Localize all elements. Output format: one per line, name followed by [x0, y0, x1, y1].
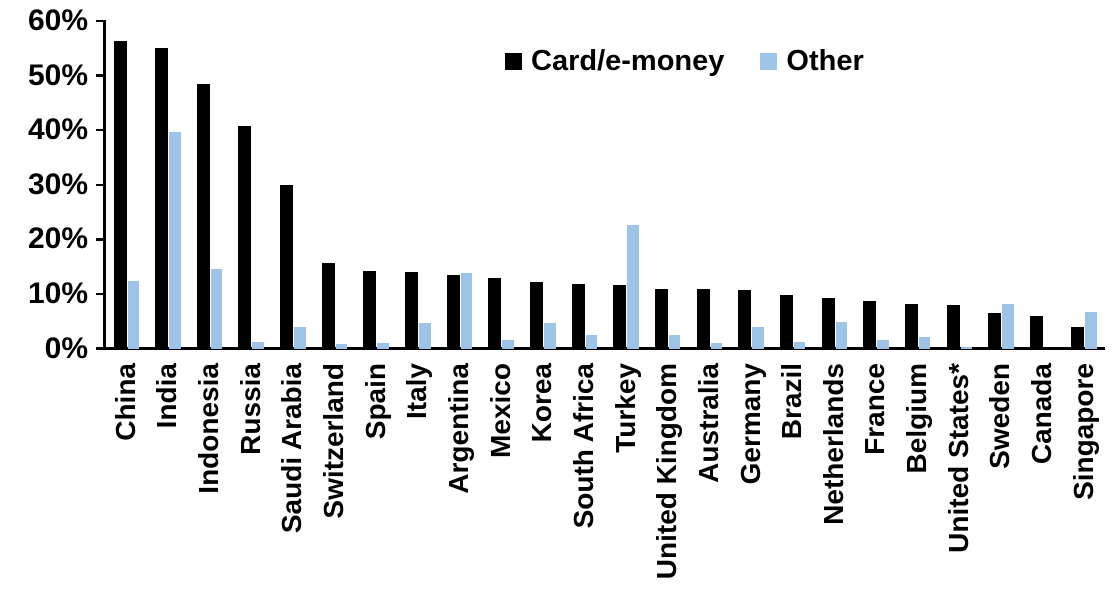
y-axis-tick — [95, 183, 104, 187]
bar-other-australia — [710, 343, 723, 349]
bar-card-e-money-united-kingdom — [654, 288, 668, 349]
y-axis-label: 20% — [27, 222, 88, 256]
bar-other-france — [877, 339, 889, 349]
x-axis-label-united-kingdom: United Kingdom — [651, 363, 683, 580]
bar-other-italy — [419, 323, 431, 349]
y-axis-label: 40% — [27, 113, 88, 147]
x-axis-label-india: India — [151, 363, 183, 429]
x-axis-label-italy: Italy — [401, 363, 433, 420]
y-axis-label: 10% — [27, 277, 88, 310]
y-axis-tick — [95, 238, 104, 241]
bar-other-mexico — [502, 340, 514, 349]
bar-other-saudi-arabia — [294, 326, 306, 349]
bar-card-e-money-singapore — [1071, 327, 1085, 349]
bar-other-russia — [252, 342, 264, 349]
bar-card-e-money-france — [863, 301, 877, 349]
bar-other-china — [127, 280, 139, 349]
y-axis-line — [103, 20, 106, 349]
x-axis-label-germany: Germany — [734, 363, 766, 485]
bar-card-e-money-indonesia — [196, 84, 210, 349]
bar-card-e-money-italy — [405, 272, 419, 349]
bar-other-switzerland — [335, 343, 348, 349]
bar-card-e-money-switzerland — [321, 262, 335, 349]
x-axis-line — [103, 346, 1106, 351]
legend: Card/e-money Other — [505, 44, 864, 78]
y-axis-tick — [95, 292, 104, 296]
bar-card-e-money-korea — [530, 281, 543, 349]
legend-label-other: Other — [786, 44, 864, 77]
bar-other-india — [169, 131, 181, 349]
bar-other-brazil — [793, 342, 806, 349]
bar-card-e-money-netherlands — [821, 297, 835, 349]
x-axis-label-australia: Australia — [692, 363, 724, 483]
bar-other-united-kingdom — [668, 335, 681, 349]
x-axis-label-china: China — [109, 363, 141, 441]
x-axis-label-argentina: Argentina — [442, 363, 474, 494]
y-axis-label: 0% — [44, 331, 88, 365]
x-axis-label-brazil: Brazil — [776, 363, 808, 440]
bar-card-e-money-sweden — [988, 312, 1002, 349]
bar-card-e-money-south-africa — [571, 284, 585, 349]
x-axis-label-indonesia: Indonesia — [193, 363, 225, 494]
y-axis-label: 60% — [27, 4, 88, 37]
bar-other-united-states- — [960, 346, 972, 349]
x-axis-label-belgium: Belgium — [901, 363, 933, 474]
bar-other-korea — [544, 323, 556, 349]
bar-other-sweden — [1002, 304, 1014, 349]
x-axis-label-spain: Spain — [359, 363, 391, 440]
bar-card-e-money-turkey — [613, 285, 627, 349]
x-axis-label-russia: Russia — [234, 363, 266, 455]
y-axis-tick — [95, 128, 104, 132]
y-axis-tick — [95, 19, 104, 23]
x-axis-label-netherlands: Netherlands — [817, 363, 849, 525]
y-axis-tick — [95, 74, 104, 77]
x-axis-label-south-africa: South Africa — [567, 363, 599, 529]
y-axis-label: 50% — [27, 58, 88, 92]
x-axis-label-singapore: Singapore — [1067, 363, 1099, 500]
x-axis-label-saudi-arabia: Saudi Arabia — [276, 363, 308, 534]
bar-card-e-money-brazil — [779, 294, 793, 349]
y-axis-label: 30% — [27, 167, 88, 201]
bar-other-germany — [752, 326, 764, 349]
bar-other-turkey — [627, 225, 639, 349]
x-axis-label-korea: Korea — [526, 363, 558, 443]
bar-other-singapore — [1085, 312, 1097, 349]
bar-card-e-money-saudi-arabia — [280, 185, 294, 349]
bar-card-e-money-united-states- — [946, 305, 960, 349]
bar-card-e-money-mexico — [488, 278, 502, 349]
bar-other-belgium — [918, 337, 931, 349]
x-axis-label-switzerland: Switzerland — [318, 363, 349, 519]
x-axis-label-sweden: Sweden — [984, 363, 1016, 469]
bar-other-spain — [377, 342, 389, 349]
bar-card-e-money-india — [155, 47, 169, 349]
bar-card-e-money-germany — [738, 290, 752, 349]
bar-other-netherlands — [835, 321, 848, 349]
bar-other-indonesia — [210, 268, 223, 349]
bar-other-argentina — [460, 272, 473, 349]
x-axis-label-united-states-: United States* — [942, 363, 974, 553]
bar-other-south-africa — [585, 334, 598, 349]
bar-card-e-money-russia — [238, 126, 252, 349]
bar-card-e-money-canada — [1029, 315, 1043, 349]
bar-card-e-money-argentina — [446, 275, 460, 349]
legend-label-card-e-money: Card/e-money — [531, 44, 725, 77]
x-axis-label-canada: Canada — [1026, 363, 1058, 465]
y-axis-tick — [95, 347, 104, 350]
bar-card-e-money-spain — [363, 271, 377, 349]
legend-swatch-card-e-money — [505, 52, 522, 70]
x-axis-label-mexico: Mexico — [484, 363, 516, 458]
bar-card-e-money-australia — [696, 289, 710, 349]
bar-card-e-money-belgium — [904, 304, 918, 349]
x-axis-label-turkey: Turkey — [609, 363, 641, 453]
bar-card-e-money-china — [113, 40, 127, 349]
legend-swatch-other — [760, 52, 778, 70]
x-axis-label-france: France — [859, 363, 891, 455]
